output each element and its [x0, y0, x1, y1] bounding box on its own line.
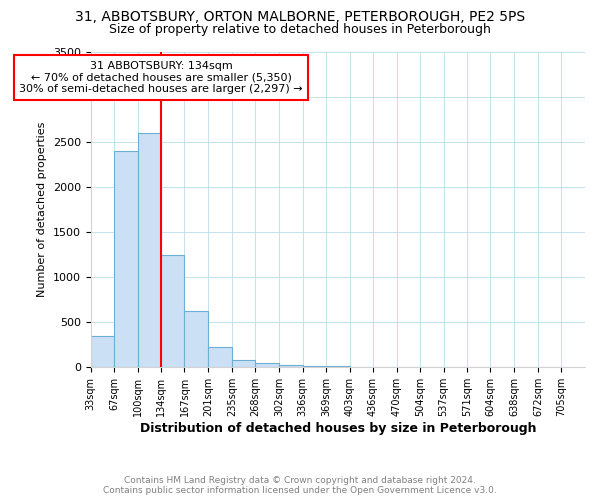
Bar — [184, 311, 208, 368]
Bar — [255, 364, 279, 368]
Text: Contains HM Land Registry data © Crown copyright and database right 2024.
Contai: Contains HM Land Registry data © Crown c… — [103, 476, 497, 495]
Text: 31, ABBOTSBURY, ORTON MALBORNE, PETERBOROUGH, PE2 5PS: 31, ABBOTSBURY, ORTON MALBORNE, PETERBOR… — [75, 10, 525, 24]
Text: 31 ABBOTSBURY: 134sqm
← 70% of detached houses are smaller (5,350)
30% of semi-d: 31 ABBOTSBURY: 134sqm ← 70% of detached … — [19, 61, 303, 94]
Bar — [326, 366, 350, 368]
Bar — [115, 151, 137, 368]
Bar — [137, 132, 161, 368]
Bar — [279, 365, 303, 368]
X-axis label: Distribution of detached houses by size in Peterborough: Distribution of detached houses by size … — [140, 422, 536, 435]
Bar — [303, 366, 326, 368]
Y-axis label: Number of detached properties: Number of detached properties — [37, 122, 47, 297]
Bar — [350, 366, 373, 368]
Bar — [208, 348, 232, 368]
Bar — [232, 360, 255, 368]
Bar — [91, 336, 115, 368]
Bar — [161, 254, 184, 368]
Text: Size of property relative to detached houses in Peterborough: Size of property relative to detached ho… — [109, 22, 491, 36]
